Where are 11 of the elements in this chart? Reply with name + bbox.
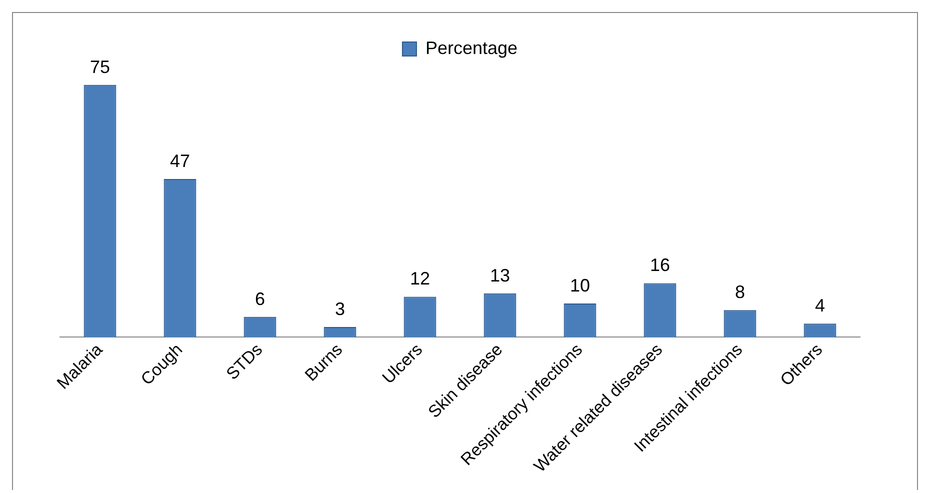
data-label: 6 [254,288,266,309]
data-label: 12 [410,268,430,289]
data-label: 8 [734,282,746,302]
data-label: 75 [90,56,110,77]
data-label: 3 [334,298,346,319]
data-label: 16 [650,255,670,276]
data-label: 10 [570,275,590,296]
data-label: 47 [170,150,190,171]
legend-label: Percentage [425,38,518,58]
data-label: 4 [814,296,826,316]
data-label: 13 [490,265,510,286]
